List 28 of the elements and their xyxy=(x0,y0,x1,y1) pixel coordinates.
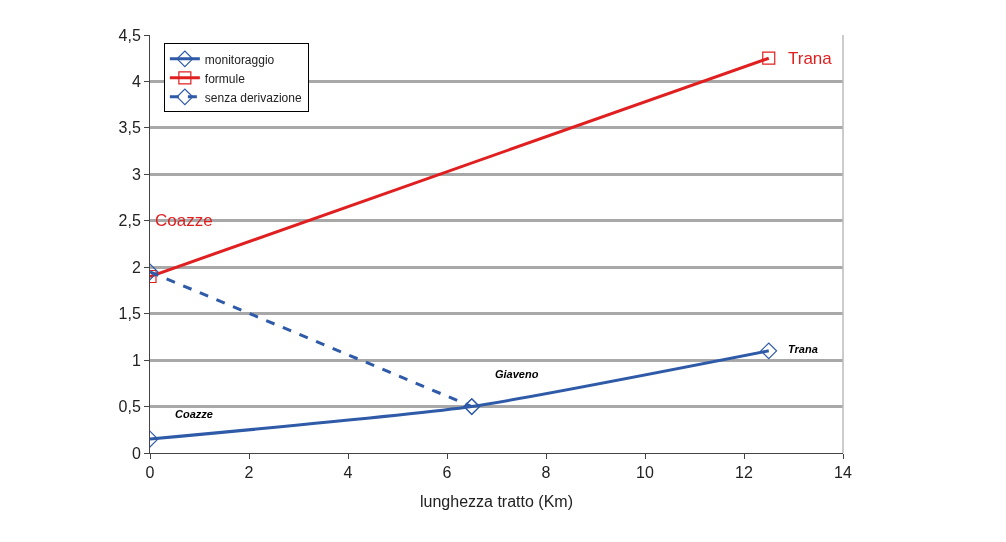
y-tick-label: 0,5 xyxy=(118,398,141,416)
annotation: Trana xyxy=(788,49,833,68)
x-tick-label: 4 xyxy=(343,464,353,482)
y-tick-label: 3 xyxy=(131,165,141,183)
x-tick-label: 10 xyxy=(636,464,654,482)
legend-label: monitoraggio xyxy=(204,52,275,67)
y-tick-label: 2,5 xyxy=(118,212,141,230)
y-tick-label: 2 xyxy=(131,258,141,276)
x-tick-label: 14 xyxy=(834,464,852,482)
y-tick-label: 0 xyxy=(131,444,141,462)
annotation: Giaveno xyxy=(495,368,539,380)
legend-label: formule xyxy=(204,71,246,86)
y-tick-label: 4 xyxy=(131,73,141,91)
x-tick-label: 8 xyxy=(541,464,551,482)
x-tick-label: 0 xyxy=(145,464,155,482)
x-axis-title: lunghezza tratto (Km) xyxy=(420,492,573,510)
legend-label: senza derivazione xyxy=(204,90,302,105)
x-tick-label: 2 xyxy=(244,464,254,482)
y-tick-label: 3,5 xyxy=(118,119,141,137)
y-tick-label: 1 xyxy=(131,351,141,369)
annotation: Coazze xyxy=(155,211,213,230)
annotation: Trana xyxy=(788,343,818,355)
point xyxy=(760,342,778,360)
x-tick-label: 6 xyxy=(442,464,452,482)
y-tick-label: 4,5 xyxy=(118,26,141,44)
annotation: Coazze xyxy=(175,408,213,420)
y-tick-label: 1,5 xyxy=(118,305,141,323)
x-tick-label: 12 xyxy=(735,464,753,482)
